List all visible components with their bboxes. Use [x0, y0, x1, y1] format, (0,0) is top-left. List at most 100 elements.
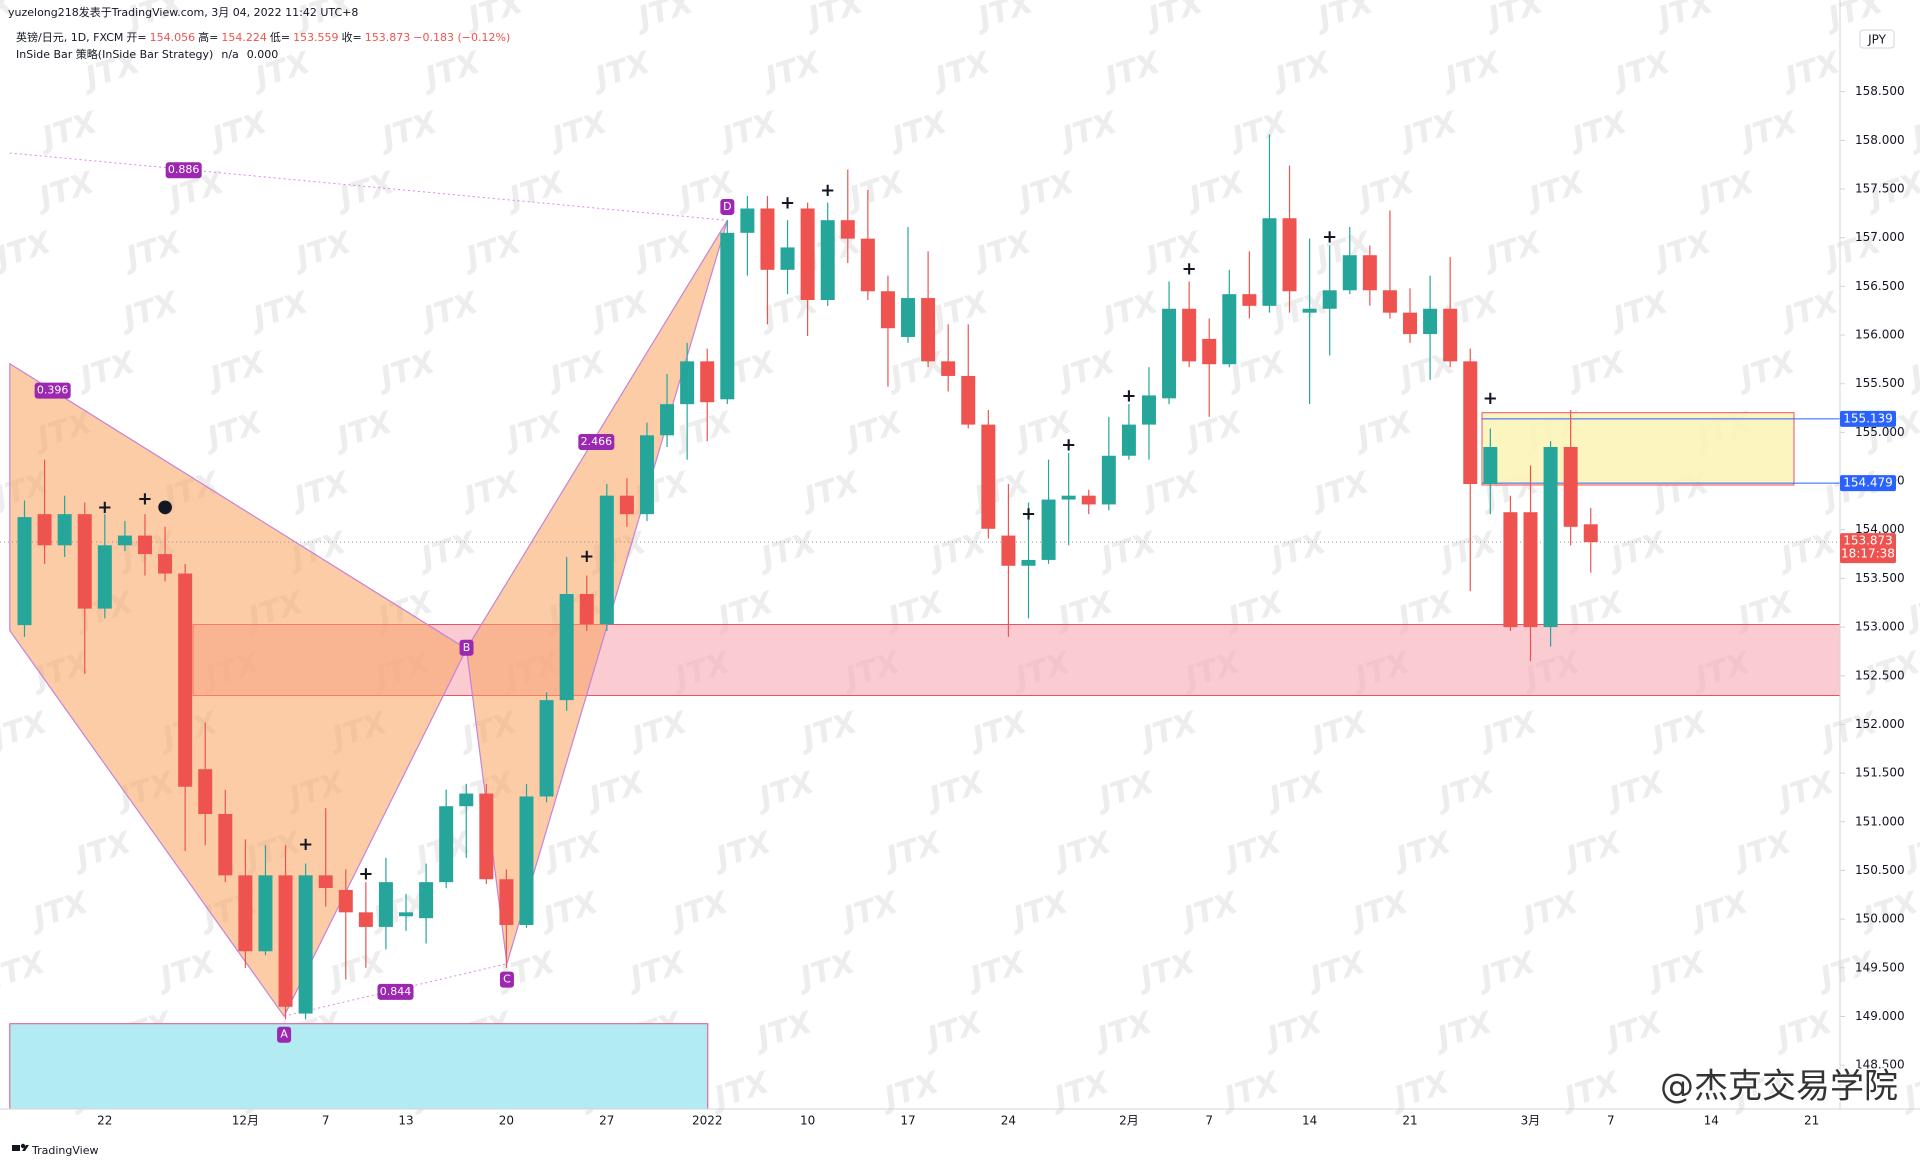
watermark: JTX [1605, 285, 1674, 337]
watermark: JTX [1769, 1005, 1838, 1057]
last-price: 153.873 [1843, 534, 1893, 548]
watermark: JTX [1218, 825, 1287, 877]
open-value: 154.056 [150, 31, 196, 44]
watermark: JTX [1472, 945, 1541, 997]
price-tag [1840, 410, 1896, 427]
watermark: JTX [538, 825, 607, 877]
x-tick-label: 21 [1804, 1114, 1819, 1128]
watermark: JTX [501, 165, 570, 217]
candle-body [1041, 499, 1056, 560]
candle-body [399, 912, 414, 917]
watermark: JTX [1224, 105, 1293, 157]
candle-body [419, 882, 434, 919]
watermark: JTX [1515, 885, 1584, 937]
watermark: JTX [245, 285, 314, 337]
watermark: JTX [1048, 825, 1117, 877]
signal-marker: + [1021, 503, 1036, 524]
candle-body [1282, 218, 1297, 292]
watermark: JTX [1429, 1005, 1498, 1057]
y-tick-label: 149.000 [1855, 1009, 1905, 1023]
price-tag-label: 154.479 [1843, 476, 1893, 490]
candle-body [1162, 308, 1177, 399]
watermark: JTX [329, 405, 398, 457]
signal-marker: + [1483, 388, 1498, 409]
watermark: JTX [72, 345, 141, 397]
y-tick-label: 152.000 [1855, 717, 1905, 731]
candle-body [1403, 312, 1418, 335]
watermark: JTX [1558, 825, 1627, 877]
x-tick-label: 14 [1302, 1114, 1317, 1128]
watermark: JTX [923, 525, 992, 577]
header-text: 开= [126, 31, 146, 44]
candle-body [1262, 218, 1277, 306]
channel-watermark: @杰克交易学院 [1660, 1067, 1898, 1107]
watermark: JTX [1136, 465, 1205, 517]
watermark: JTX [757, 45, 826, 97]
candle-body [238, 875, 253, 952]
watermark: JTX [118, 225, 187, 277]
watermark: JTX [542, 345, 611, 397]
pattern-label: 0.844 [380, 985, 412, 998]
watermark: JTX [68, 825, 137, 877]
watermark: JTX [535, 885, 604, 937]
candle-body [57, 514, 72, 546]
currency-box [1859, 29, 1895, 49]
watermark: JTX [1259, 1005, 1328, 1057]
candle-body [499, 879, 514, 925]
header-text: 0.000 [247, 48, 279, 61]
watermark: JTX [0, 705, 53, 757]
watermark: JTX [1607, 45, 1676, 97]
candle-body [1242, 294, 1257, 306]
watermark: JTX [882, 345, 951, 397]
signal-marker: + [579, 546, 594, 567]
watermark: JTX [1431, 765, 1500, 817]
candle-body [158, 554, 173, 574]
candle-body [800, 208, 815, 300]
watermark: JTX [884, 105, 953, 157]
x-tick-label: 22 [97, 1114, 112, 1128]
x-tick-label: 7 [322, 1114, 330, 1128]
candle-body [639, 435, 654, 515]
watermark: JTX [1644, 705, 1713, 757]
pattern-label-box [578, 434, 615, 451]
candle-body [378, 882, 393, 927]
watermark: JTX [1140, 0, 1209, 37]
watermark: JTX [1773, 525, 1842, 577]
header-text: 收= [342, 30, 362, 44]
y-tick-label: 157.500 [1855, 182, 1905, 196]
watermark: JTX [835, 885, 904, 937]
candle-body [539, 700, 554, 797]
candle-body [1121, 424, 1136, 456]
watermark: JTX [1349, 405, 1418, 457]
watermark: JTX [714, 105, 783, 157]
pattern-label: B [463, 641, 471, 654]
pattern-label-box [459, 639, 474, 656]
watermark: JTX [1814, 705, 1883, 757]
candle-body [37, 514, 52, 546]
x-tick-label: 27 [599, 1114, 614, 1128]
watermark: JTX [1005, 885, 1074, 937]
x-tick-label: 13 [398, 1114, 413, 1128]
candle-body [77, 514, 92, 609]
supply-zone [1481, 412, 1795, 486]
watermark: JTX [628, 225, 697, 277]
watermark: JTX [31, 165, 100, 217]
watermark: JTX [199, 405, 268, 457]
price-tag-label: 155.139 [1843, 411, 1893, 425]
watermark: JTX [1437, 45, 1506, 97]
watermark: JTX [622, 945, 691, 997]
candle-body [1483, 446, 1498, 484]
brand: TradingView [31, 1144, 98, 1157]
watermark: JTX [1642, 945, 1711, 997]
watermark: JTX [1181, 165, 1250, 217]
watermark: JTX [1132, 945, 1201, 997]
watermark: JTX [1599, 1005, 1668, 1057]
low-value: 153.559 [293, 31, 339, 44]
watermark: JTX [796, 465, 865, 517]
candle-body [1583, 524, 1598, 543]
watermark: JTX [1175, 885, 1244, 937]
candle-body [97, 545, 112, 609]
watermark: JTX [1306, 465, 1375, 517]
signal-marker: + [298, 834, 313, 855]
candle-body [981, 424, 996, 529]
